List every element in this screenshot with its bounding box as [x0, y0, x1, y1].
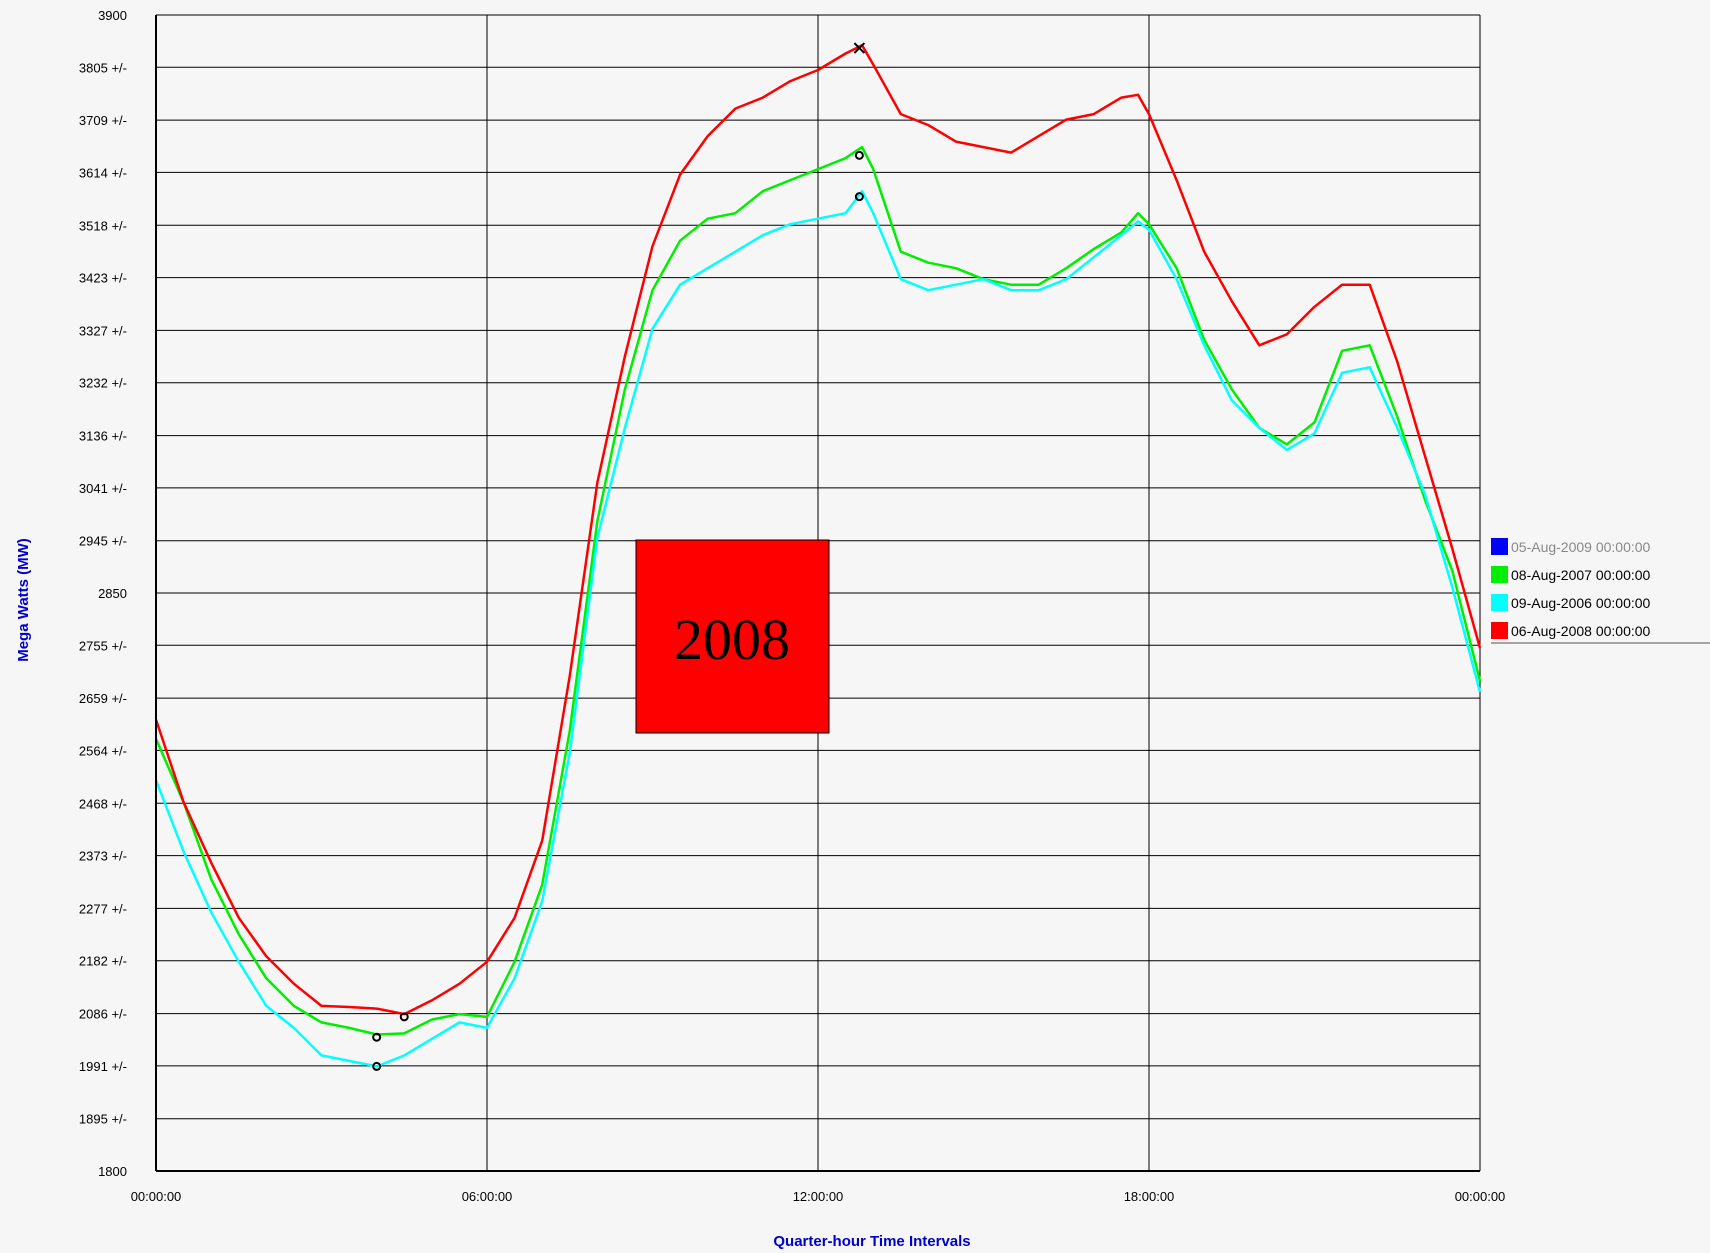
legend-label[interactable]: 06-Aug-2008 00:00:00 [1511, 623, 1651, 639]
legend-swatch [1491, 622, 1508, 639]
year-annotation-label: 2008 [674, 607, 790, 672]
y-tick-label: 2086 +/- [79, 1007, 127, 1022]
x-tick-label: 00:00:00 [131, 1189, 182, 1204]
y-tick-label: 3900 [98, 8, 127, 23]
y-tick-label: 3232 +/- [79, 376, 127, 391]
y-tick-label: 2277 +/- [79, 901, 127, 916]
series-markers [372, 42, 866, 1071]
legend-swatch [1491, 538, 1508, 555]
y-axis-title: Mega Watts (MW) [15, 538, 32, 662]
y-tick-label: 3136 +/- [79, 429, 127, 444]
y-tick-label: 3041 +/- [79, 481, 127, 496]
year-annotation-background [635, 539, 830, 734]
series-lines [154, 44, 1482, 1068]
series-line [154, 189, 1482, 1068]
y-tick-label: 2468 +/- [79, 796, 127, 811]
y-tick-label: 1800 [98, 1164, 127, 1179]
y-tick-label: 1991 +/- [79, 1059, 127, 1074]
extreme-marker [399, 1012, 409, 1022]
series-line [154, 44, 1482, 1016]
extreme-marker [854, 192, 864, 202]
year-annotation-box: 2008 [635, 539, 830, 734]
extreme-marker [372, 1032, 382, 1042]
x-tick-labels: 00:00:00 06:00:00 12:00:00 18:00:00 00:00:00 [131, 1189, 1506, 1204]
y-tick-label: 3423 +/- [79, 271, 127, 286]
y-tick-label: 2945 +/- [79, 534, 127, 549]
legend-label[interactable]: 08-Aug-2007 00:00:00 [1511, 567, 1651, 583]
y-tick-labels: 3900 3805 +/- 3709 +/- 3614 +/- 3518 +/- 3423… [79, 8, 127, 1179]
legend-swatch [1491, 566, 1508, 583]
y-tick-label: 3709 +/- [79, 113, 127, 128]
legend-swatch [1491, 594, 1508, 611]
y-tick-label: 1895 +/- [79, 1112, 127, 1127]
x-axis-title: Quarter-hour Time Intervals [773, 1233, 970, 1250]
y-tick-label: 2850 [98, 586, 127, 601]
extreme-marker [372, 1061, 382, 1071]
x-tick-label: 12:00:00 [793, 1189, 844, 1204]
extreme-marker [854, 150, 864, 160]
y-tick-label: 2659 +/- [79, 691, 127, 706]
legend-label[interactable]: 09-Aug-2006 00:00:00 [1511, 595, 1651, 611]
peak-marker [853, 42, 866, 54]
legend-label[interactable]: 05-Aug-2009 00:00:00 [1511, 539, 1651, 555]
series-line [154, 145, 1482, 1036]
y-tick-label: 3614 +/- [79, 165, 127, 180]
x-tick-label: 18:00:00 [1124, 1189, 1175, 1204]
y-tick-label: 3327 +/- [79, 323, 127, 338]
y-tick-label: 2182 +/- [79, 954, 127, 969]
y-tick-label: 3805 +/- [79, 60, 127, 75]
axes [155, 15, 1480, 1172]
y-tick-label: 2755 +/- [79, 638, 127, 653]
legend: 05-Aug-2009 00:00:00 08-Aug-2007 00:00:00… [1491, 538, 1710, 644]
y-tick-label: 2373 +/- [79, 849, 127, 864]
x-tick-label: 06:00:00 [462, 1189, 513, 1204]
y-tick-label: 3518 +/- [79, 218, 127, 233]
y-tick-label: 2564 +/- [79, 743, 127, 758]
x-tick-label: 00:00:00 [1455, 1189, 1506, 1204]
